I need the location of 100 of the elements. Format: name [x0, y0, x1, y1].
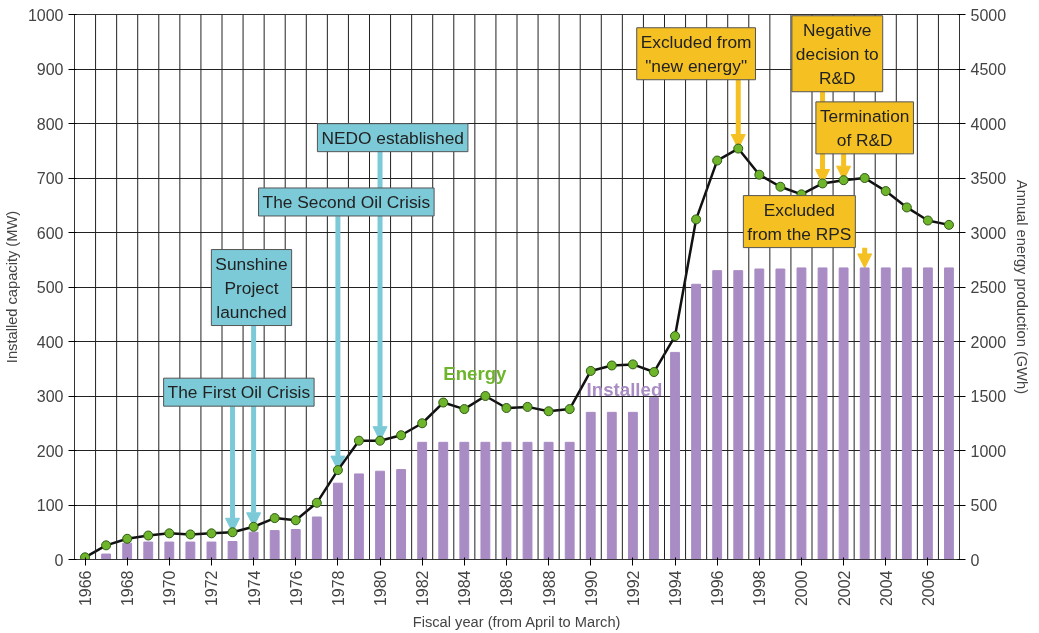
bar — [480, 441, 491, 560]
bar — [438, 441, 449, 560]
bar — [375, 470, 385, 560]
x-tick-label: 1998 — [751, 570, 769, 607]
bar — [712, 270, 723, 560]
point — [248, 521, 259, 532]
point — [501, 403, 512, 413]
y2-tick-label: 5000 — [970, 6, 1007, 24]
point — [691, 214, 702, 225]
y2-tick-label: 2500 — [970, 279, 1007, 296]
y2-tick-label: 0 — [970, 551, 980, 569]
y-tick-label: 600 — [36, 224, 64, 242]
point — [627, 359, 638, 370]
bar — [901, 267, 912, 560]
bar — [670, 351, 680, 560]
point — [353, 435, 364, 446]
bar — [775, 268, 786, 560]
point — [185, 529, 196, 540]
y2-tick-label: 1000 — [970, 442, 1007, 460]
bar — [585, 411, 596, 560]
bar — [754, 268, 765, 560]
x-tick-label: 1978 — [329, 570, 347, 607]
y2-axis-title: Annual energy production (GWh) — [1014, 179, 1031, 395]
point — [943, 219, 954, 230]
point — [543, 406, 554, 417]
point — [417, 418, 428, 429]
point — [838, 175, 849, 186]
annotation: Termination of R&D — [819, 105, 910, 150]
y2-tick-label: 2000 — [970, 333, 1007, 351]
point — [775, 181, 786, 192]
y2-tick-label: 4500 — [970, 61, 1007, 78]
bar — [269, 530, 280, 560]
x-tick-label: 1972 — [203, 570, 221, 607]
bar — [396, 469, 407, 560]
x-tick-label: 2000 — [793, 570, 811, 607]
y-tick-label: 1000 — [27, 6, 64, 24]
y-tick-label: 100 — [36, 497, 64, 514]
point — [80, 552, 91, 560]
x-tick-label: 1988 — [540, 570, 558, 607]
bar — [501, 441, 512, 560]
point — [670, 331, 681, 342]
point — [311, 497, 322, 508]
point — [901, 202, 912, 213]
point — [269, 513, 280, 524]
point — [332, 465, 343, 476]
x-tick-label: 1984 — [456, 570, 474, 607]
x-tick-label: 1966 — [77, 570, 95, 607]
bar — [101, 553, 112, 560]
y-tick-label: 800 — [36, 115, 64, 133]
y-tick-label: 400 — [36, 333, 64, 351]
x-tick-label: 1980 — [372, 570, 390, 607]
point — [227, 527, 238, 538]
y-tick-label: 700 — [36, 170, 64, 187]
bar — [206, 541, 217, 560]
x-tick-label: 1992 — [624, 570, 642, 607]
point — [480, 391, 491, 401]
bar — [627, 411, 638, 560]
bar — [733, 270, 744, 560]
bar — [922, 267, 933, 560]
bar — [564, 441, 575, 560]
annotation: The First Oil Crisis — [167, 382, 311, 403]
annotation: The Second Oil Crisis — [262, 191, 431, 212]
point — [922, 215, 933, 226]
point — [122, 533, 133, 544]
x-tick-label: 2006 — [919, 570, 937, 607]
point — [606, 360, 617, 371]
point — [817, 178, 828, 189]
bar — [543, 441, 554, 560]
point — [754, 169, 765, 180]
bar — [880, 267, 891, 560]
y2-tick-label: 3500 — [970, 170, 1007, 187]
y-axis-title: Installed capacity (MW) — [3, 210, 20, 364]
bar — [248, 531, 259, 560]
bar — [122, 542, 133, 560]
annotation: Negative decision to R&D — [795, 19, 879, 88]
y2-tick-label: 1500 — [970, 388, 1007, 405]
y2-tick-label: 4000 — [970, 115, 1007, 133]
annotation: NEDO established — [321, 127, 464, 148]
point — [164, 528, 175, 539]
y-tick-label: 0 — [54, 551, 64, 569]
bar — [606, 411, 617, 560]
point — [101, 540, 112, 551]
bar — [817, 267, 828, 560]
x-tick-label: 2002 — [835, 570, 853, 607]
x-tick-label: 1970 — [161, 570, 179, 607]
point — [648, 367, 659, 378]
point — [733, 143, 744, 154]
x-tick-label: 1968 — [119, 570, 137, 607]
point — [459, 404, 470, 415]
point — [206, 528, 217, 539]
y-tick-label: 500 — [36, 279, 64, 296]
bar — [143, 541, 154, 560]
bar — [290, 529, 301, 560]
bar — [944, 267, 954, 560]
bar — [164, 541, 175, 560]
point — [143, 530, 154, 541]
point — [712, 155, 723, 166]
x-tick-label: 1994 — [667, 570, 685, 607]
y-tick-label: 300 — [36, 388, 64, 405]
bar — [227, 541, 238, 560]
